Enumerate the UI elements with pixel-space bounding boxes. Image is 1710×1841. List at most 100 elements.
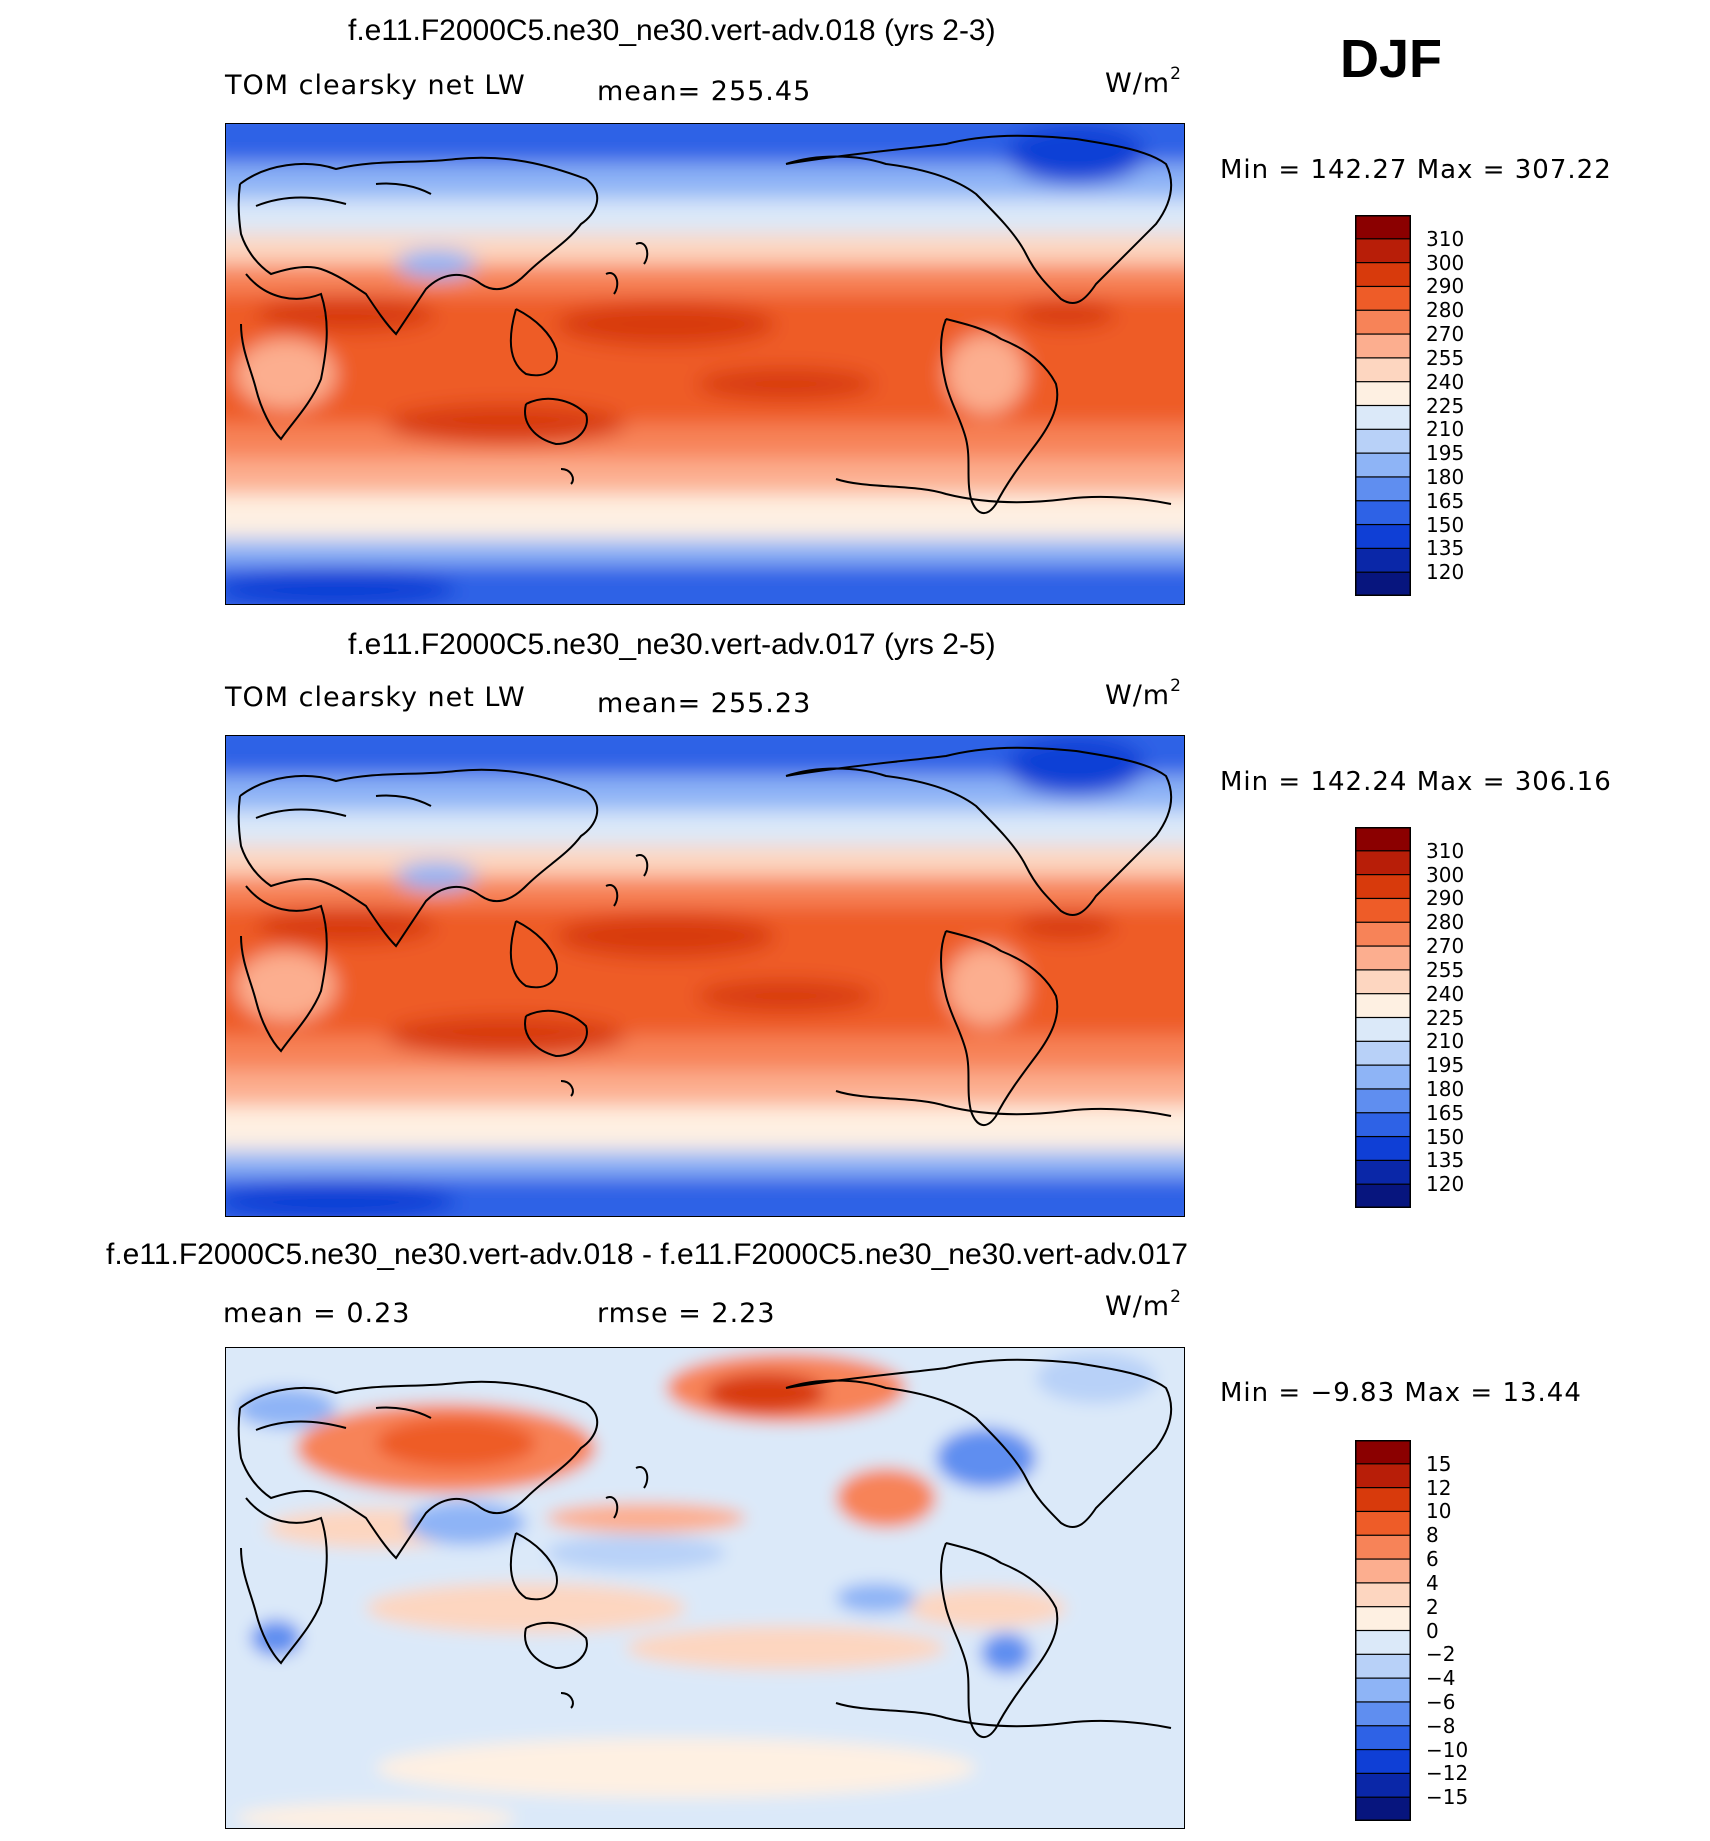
colorbar-swatch — [1355, 874, 1411, 900]
colorbar-swatch — [1355, 1796, 1411, 1821]
colorbar-swatch — [1355, 285, 1411, 312]
colorbar-tick-label: 6 — [1426, 1547, 1439, 1572]
colorbar-swatch — [1355, 476, 1411, 502]
panel3-rmse-label: rmse = 2.23 — [597, 1298, 776, 1329]
panel1-title: f.e11.F2000C5.ne30_ne30.vert-adv.018 (yr… — [348, 14, 996, 47]
panel3-colorbar — [1355, 1440, 1411, 1821]
colorbar-tick-label: 210 — [1426, 417, 1465, 442]
colorbar-swatch — [1355, 1606, 1411, 1632]
panel3-title: f.e11.F2000C5.ne30_ne30.vert-adv.018 - f… — [106, 1238, 1188, 1271]
colorbar-swatch — [1355, 452, 1411, 479]
colorbar-swatch — [1355, 238, 1411, 264]
colorbar-swatch — [1355, 1653, 1411, 1680]
panel1-colorbar — [1355, 215, 1411, 596]
colorbar-swatch — [1355, 1582, 1411, 1608]
colorbar-tick-label: 195 — [1426, 441, 1465, 466]
colorbar-tick-label: 255 — [1426, 345, 1465, 370]
panel1-mean-label: mean= 255.45 — [597, 76, 812, 107]
panel2-min-max: Min = 142.24 Max = 306.16 — [1220, 767, 1612, 797]
colorbar-tick-label: 0 — [1426, 1618, 1439, 1643]
colorbar-tick-label: −6 — [1426, 1689, 1456, 1714]
colorbar-tick-label: 255 — [1426, 957, 1465, 982]
colorbar-swatch — [1355, 500, 1411, 526]
panel1-variable-label: TOM clearsky net LW — [225, 70, 526, 101]
colorbar-swatch — [1355, 404, 1411, 431]
colorbar-tick-label: 15 — [1426, 1451, 1452, 1476]
colorbar-tick-label: 165 — [1426, 488, 1465, 513]
colorbar-border — [1355, 215, 1411, 596]
panel3-mean-label: mean = 0.23 — [223, 1298, 411, 1329]
colorbar-swatch — [1355, 1440, 1411, 1465]
colorbar-swatch — [1355, 1016, 1411, 1043]
colorbar-swatch — [1355, 1725, 1411, 1751]
colorbar-tick-label: −12 — [1426, 1761, 1469, 1786]
colorbar-swatch — [1355, 850, 1411, 876]
panel1-units: W/m2 — [1105, 64, 1182, 99]
colorbar-swatch — [1355, 215, 1411, 240]
colorbar-tick-label: 225 — [1426, 393, 1465, 418]
colorbar-tick-label: 280 — [1426, 298, 1465, 323]
colorbar-swatch — [1355, 1748, 1411, 1775]
colorbar-tick-label: 300 — [1426, 250, 1465, 275]
colorbar-swatch — [1355, 1701, 1411, 1727]
colorbar-swatch — [1355, 993, 1411, 1019]
colorbar-swatch — [1355, 1112, 1411, 1138]
colorbar-tick-label: 150 — [1426, 1124, 1465, 1149]
colorbar-tick-label: 135 — [1426, 536, 1465, 561]
colorbar-tick-label: 310 — [1426, 838, 1465, 863]
panel1-map — [225, 123, 1185, 605]
panel3-units: W/m2 — [1105, 1287, 1182, 1322]
colorbar-tick-label: 210 — [1426, 1029, 1465, 1054]
colorbar-swatch — [1355, 262, 1411, 288]
colorbar-swatch — [1355, 1558, 1411, 1584]
panel2-units: W/m2 — [1105, 676, 1182, 711]
panel1-min-max: Min = 142.27 Max = 307.22 — [1220, 155, 1612, 185]
panel2-variable-label: TOM clearsky net LW — [225, 682, 526, 713]
colorbar-swatch — [1355, 897, 1411, 924]
colorbar-tick-label: 280 — [1426, 910, 1465, 935]
colorbar-tick-label: 300 — [1426, 862, 1465, 887]
colorbar-border — [1355, 827, 1411, 1208]
colorbar-tick-label: 165 — [1426, 1100, 1465, 1125]
colorbar-tick-label: 4 — [1426, 1570, 1439, 1595]
colorbar-swatch — [1355, 428, 1411, 455]
panel2-map — [225, 735, 1185, 1217]
colorbar-tick-label: 12 — [1426, 1475, 1452, 1500]
colorbar-tick-label: −2 — [1426, 1642, 1456, 1667]
colorbar-tick-label: 135 — [1426, 1148, 1465, 1173]
colorbar-tick-label: 240 — [1426, 981, 1465, 1006]
colorbar-swatch — [1355, 357, 1411, 383]
panel2-mean-label: mean= 255.23 — [597, 688, 812, 719]
colorbar-tick-label: 150 — [1426, 512, 1465, 537]
colorbar-swatch — [1355, 945, 1411, 971]
colorbar-swatch — [1355, 1183, 1411, 1208]
colorbar-tick-label: 120 — [1426, 1172, 1465, 1197]
colorbar-tick-label: 180 — [1426, 464, 1465, 489]
colorbar-swatch — [1355, 1064, 1411, 1091]
colorbar-tick-label: 270 — [1426, 934, 1465, 959]
colorbar-swatch — [1355, 1510, 1411, 1537]
colorbar-swatch — [1355, 1677, 1411, 1704]
colorbar-swatch — [1355, 1088, 1411, 1114]
colorbar-swatch — [1355, 523, 1411, 550]
colorbar-tick-label: 310 — [1426, 226, 1465, 251]
colorbar-swatch — [1355, 1629, 1411, 1656]
colorbar-tick-label: 290 — [1426, 274, 1465, 299]
colorbar-swatch — [1355, 969, 1411, 995]
colorbar-swatch — [1355, 381, 1411, 407]
colorbar-tick-label: 180 — [1426, 1076, 1465, 1101]
colorbar-tick-label: 8 — [1426, 1523, 1439, 1548]
colorbar-swatch — [1355, 827, 1411, 852]
colorbar-tick-label: 120 — [1426, 560, 1465, 585]
colorbar-swatch — [1355, 1463, 1411, 1489]
colorbar-tick-label: −8 — [1426, 1713, 1456, 1738]
colorbar-tick-label: −4 — [1426, 1666, 1456, 1691]
colorbar-tick-label: 195 — [1426, 1053, 1465, 1078]
season-label: DJF — [1340, 29, 1443, 89]
panel3-min-max: Min = −9.83 Max = 13.44 — [1220, 1378, 1582, 1408]
colorbar-swatch — [1355, 333, 1411, 359]
panel3-map — [225, 1347, 1185, 1829]
colorbar-swatch — [1355, 1487, 1411, 1513]
colorbar-swatch — [1355, 1040, 1411, 1067]
colorbar-swatch — [1355, 309, 1411, 336]
